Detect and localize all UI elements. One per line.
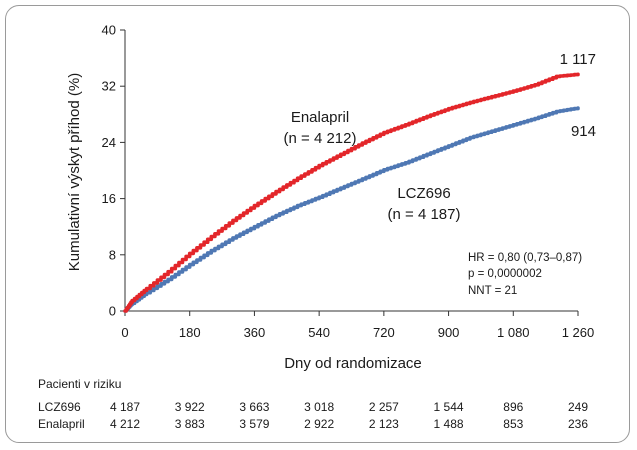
enalapril-name-label: Enalapril — [291, 109, 349, 126]
risk-table: LCZ696 4 187 3 922 3 663 3 018 2 257 1 544 896 2… — [38, 400, 588, 431]
risk-cell: 249 — [568, 400, 588, 414]
x-tick-label: 180 — [179, 325, 201, 340]
y-ticks: 0 8 16 24 32 40 — [102, 23, 125, 319]
risk-cell: 3 883 — [175, 417, 205, 431]
risk-cell: 2 257 — [369, 400, 399, 414]
risk-row-label: Enalapril — [38, 417, 85, 431]
x-tick-label: 0 — [121, 325, 128, 340]
risk-cell: 3 579 — [239, 417, 269, 431]
axes — [124, 30, 578, 312]
risk-cell: 4 187 — [110, 400, 140, 414]
y-tick-label: 16 — [102, 191, 116, 206]
risk-cell: 2 922 — [304, 417, 334, 431]
risk-cell: 1 488 — [434, 417, 464, 431]
risk-cell: 4 212 — [110, 417, 140, 431]
risk-cell: 3 018 — [304, 400, 334, 414]
x-tick-label: 900 — [438, 325, 460, 340]
x-tick-label: 720 — [373, 325, 395, 340]
risk-cell: 3 663 — [239, 400, 269, 414]
x-tick-label: 1 080 — [497, 325, 530, 340]
x-tick-label: 1 260 — [562, 325, 595, 340]
enalapril-line — [123, 72, 580, 313]
lcz696-n-label: (n = 4 187) — [388, 206, 461, 223]
p-value-annotation: p = 0,0000002 — [468, 268, 542, 280]
y-tick-label: 40 — [102, 23, 116, 38]
lcz696-end-label: 914 — [571, 123, 596, 140]
y-tick-label: 32 — [102, 79, 116, 94]
risk-table-title: Pacienti v riziku — [38, 377, 121, 391]
risk-cell: 3 922 — [175, 400, 205, 414]
hr-annotation: HR = 0,80 (0,73–0,87) — [468, 252, 582, 264]
x-tick-label: 540 — [308, 325, 330, 340]
x-tick-label: 360 — [244, 325, 266, 340]
enalapril-n-label: (n = 4 212) — [284, 130, 357, 147]
y-axis-label: Kumulativní výskyt příhod (%) — [66, 73, 83, 271]
risk-cell: 1 544 — [434, 400, 464, 414]
risk-cell: 2 123 — [369, 417, 399, 431]
x-ticks: 0 180 360 540 720 900 1 080 1 260 — [121, 311, 594, 340]
lcz696-name-label: LCZ696 — [397, 185, 450, 202]
risk-row-label: LCZ696 — [38, 400, 81, 414]
nnt-annotation: NNT = 21 — [468, 285, 517, 297]
risk-cell: 236 — [568, 417, 588, 431]
y-tick-label: 8 — [109, 247, 116, 262]
figure-frame — [5, 5, 630, 443]
risk-cell: 896 — [503, 400, 523, 414]
y-tick-label: 24 — [102, 135, 116, 150]
x-axis-label: Dny od randomizace — [284, 355, 422, 372]
enalapril-end-label: 1 117 — [560, 51, 596, 68]
risk-cell: 853 — [503, 417, 523, 431]
series-lines — [123, 72, 580, 313]
lcz696-line — [123, 106, 580, 313]
y-tick-label: 0 — [109, 304, 116, 319]
